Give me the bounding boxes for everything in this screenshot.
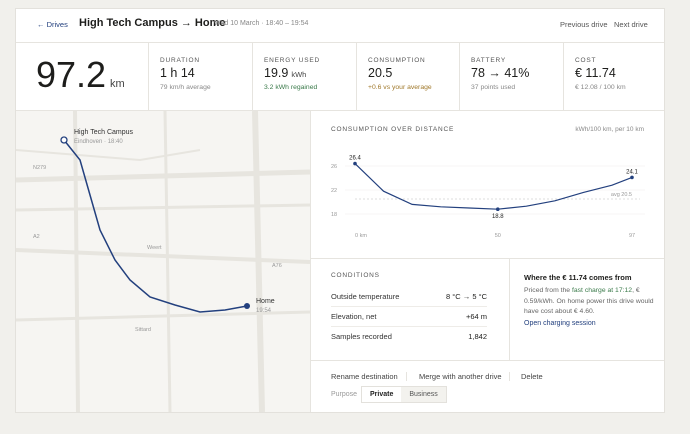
action-button[interactable]: Rename destination (331, 372, 398, 381)
stat-sub: +0.6 vs your average (368, 84, 432, 91)
action-button[interactable]: Delete (521, 372, 543, 381)
map-label: A2 (33, 234, 40, 240)
purpose-option[interactable]: Business (409, 391, 438, 398)
map-label: N279 (33, 165, 46, 171)
cost-note-text: Priced from the fast charge at 17:12, € … (524, 286, 654, 318)
drive-date: Wed 10 March · 18:40 – 19:54 (214, 20, 309, 27)
start-pin (60, 136, 68, 144)
stat-sub: € 12.08 / 100 km (575, 84, 626, 91)
action-button[interactable]: Merge with another drive (419, 372, 502, 381)
purpose-toggle: Private Business (361, 386, 447, 403)
start-label: High Tech Campus (74, 129, 134, 136)
point (630, 175, 634, 180)
condition-label: Outside temperature (331, 292, 400, 301)
divider (356, 43, 357, 110)
condition-value: 1,842 (468, 332, 487, 341)
y-tick-label: 18 (331, 212, 337, 218)
point (353, 161, 357, 166)
condition-value: +64 m (465, 312, 487, 321)
distance-unit: km (110, 78, 125, 90)
y-tick-label: 22 (331, 188, 337, 194)
end-sub: 19:54 (256, 308, 272, 314)
stat-value: 78 → 41% (471, 66, 530, 80)
cost-note-title: Where the € 11.74 comes from (524, 273, 632, 282)
point (495, 207, 500, 211)
average-label: avg 20.5 (611, 192, 632, 198)
stat-value: € 11.74 (575, 66, 616, 80)
distance-value: 97.2 (36, 54, 107, 95)
condition-label: Elevation, net (331, 312, 377, 321)
start-sub: Eindhoven · 18:40 (74, 139, 123, 145)
row-divider (331, 326, 487, 327)
text: , € 0.59/kWh. On home power this drive w… (524, 287, 654, 315)
stat-unit: kWh (291, 70, 307, 79)
divider (459, 43, 460, 110)
stat-sub: 79 km/h average (160, 84, 211, 91)
text: Priced from the (524, 287, 572, 294)
drive-title: High Tech Campus → Home (79, 17, 226, 29)
divider (252, 43, 253, 110)
next-link[interactable]: Next drive (614, 20, 648, 29)
divider (148, 43, 149, 110)
charge-link[interactable]: fast charge at 17:12 (571, 287, 633, 294)
x-tick-label: 50 (495, 233, 501, 239)
stat-value: 1 h 14 (160, 66, 195, 80)
x-tick-label: 0 km (355, 233, 367, 239)
data-label: 18.8 (492, 214, 504, 220)
stat-value: 20.5 (368, 66, 393, 80)
stat-value: 19.9 kWh (264, 66, 307, 80)
line (354, 163, 633, 210)
end-label: Home (256, 298, 275, 305)
map-label: A76 (272, 263, 282, 269)
data-label: 24.1 (626, 169, 638, 175)
stat-label: ENERGY USED (264, 57, 320, 64)
stat-label: BATTERY (471, 57, 506, 64)
map-label: Sittard (135, 327, 151, 333)
chart-title: CONSUMPTION OVER DISTANCE (331, 126, 454, 133)
route (63, 139, 248, 313)
chart: CONSUMPTION OVER DISTANCE kWh/100 km, pe… (331, 126, 645, 239)
stat-sub: 3.2 kWh regained (264, 84, 318, 91)
stat-label: COST (575, 57, 597, 64)
condition-value: 8 °C → 5 °C (445, 292, 487, 301)
stat-label: CONSUMPTION (368, 57, 426, 64)
purpose-option[interactable]: Private (362, 387, 402, 402)
prev-link[interactable]: Previous drive (560, 20, 608, 29)
conditions-title: CONDITIONS (331, 272, 380, 279)
map: High Tech Campus Eindhoven · 18:40 Home … (16, 111, 310, 412)
data-label: 26.4 (349, 156, 361, 162)
y-tick-label: 26 (331, 164, 337, 170)
divider (563, 43, 564, 110)
row-divider (331, 306, 487, 307)
end-pin (244, 303, 250, 309)
stat-label: DURATION (160, 57, 200, 64)
condition-label: Samples recorded (331, 332, 392, 341)
chart-unit: kWh/100 km, per 10 km (575, 126, 644, 133)
map-label: Weert (147, 245, 162, 251)
purpose-label: Purpose (331, 391, 358, 398)
x-tick-label: 97 (629, 233, 635, 239)
back-link[interactable]: ← Drives (37, 20, 68, 29)
charging-session-link[interactable]: Open charging session (524, 320, 596, 327)
stat-sub: 37 points used (471, 84, 516, 91)
